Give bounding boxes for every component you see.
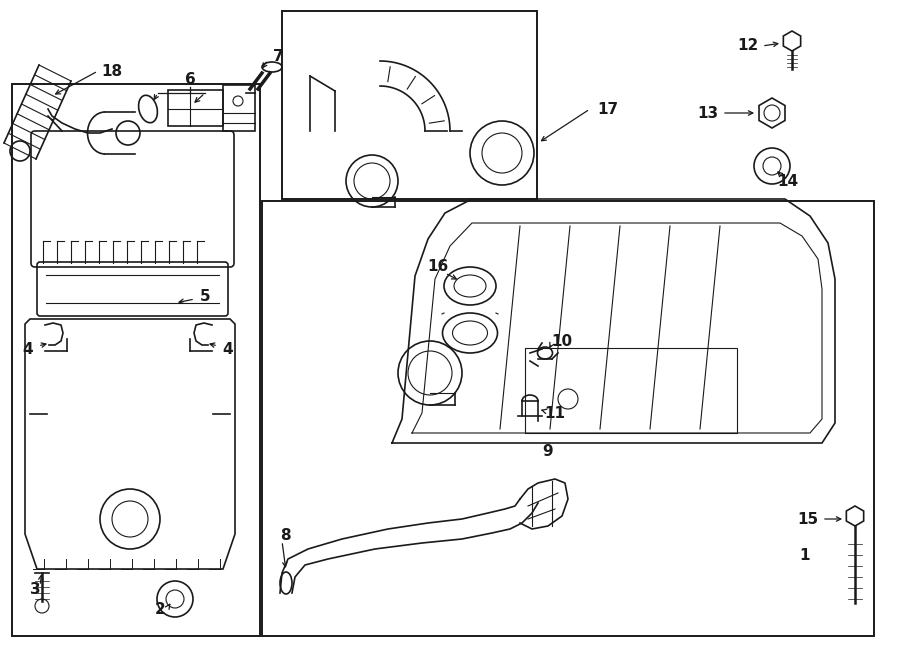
Text: 18: 18 <box>102 63 122 79</box>
Bar <box>223 85 255 131</box>
Text: 12: 12 <box>737 38 759 54</box>
Text: 15: 15 <box>797 512 819 527</box>
Text: 17: 17 <box>598 102 618 116</box>
Bar <box>12 84 260 636</box>
Text: 16: 16 <box>428 258 448 274</box>
Text: 8: 8 <box>280 529 291 543</box>
Bar <box>168 90 223 126</box>
Text: 4: 4 <box>22 342 33 356</box>
Text: 11: 11 <box>544 405 565 420</box>
Text: 9: 9 <box>543 444 553 459</box>
Text: 10: 10 <box>552 334 572 348</box>
Text: 14: 14 <box>778 173 798 188</box>
Text: 2: 2 <box>155 602 166 617</box>
Text: 5: 5 <box>200 288 211 303</box>
Text: 4: 4 <box>222 342 233 356</box>
Text: 13: 13 <box>698 106 718 120</box>
Text: 3: 3 <box>30 582 40 596</box>
Bar <box>262 201 874 636</box>
Text: 7: 7 <box>273 48 284 63</box>
Bar <box>282 11 537 199</box>
Text: 1: 1 <box>800 549 810 563</box>
Text: 6: 6 <box>184 71 195 87</box>
Bar <box>525 348 737 433</box>
